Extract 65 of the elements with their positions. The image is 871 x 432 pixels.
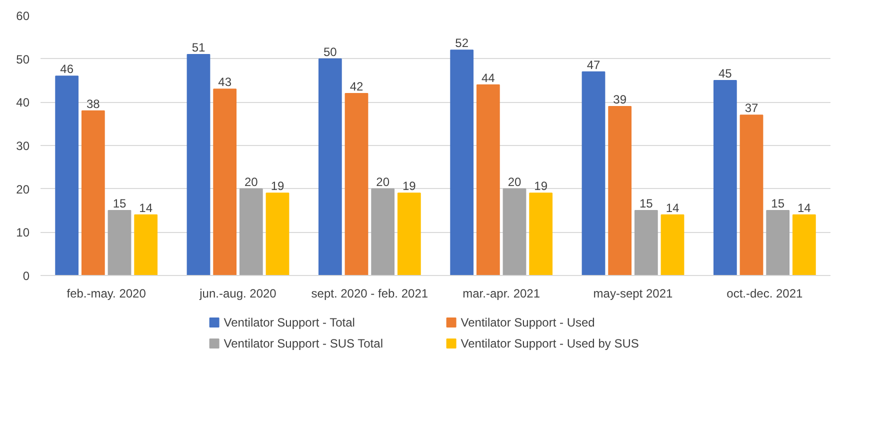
data-label: 39 — [613, 92, 627, 106]
y-tick-label: 30 — [16, 139, 30, 153]
data-label: 14 — [797, 200, 812, 215]
data-label: 19 — [270, 179, 284, 194]
x-tick-label: jun.-aug. 2020 — [198, 286, 277, 300]
data-label: 15 — [771, 196, 785, 210]
data-label: 19 — [534, 179, 548, 194]
y-tick-label: 50 — [16, 52, 30, 66]
bar — [740, 114, 764, 276]
x-tick-label: oct.-dec. 2021 — [726, 286, 804, 300]
bar — [634, 210, 658, 276]
bar — [713, 80, 737, 276]
bar — [371, 188, 395, 276]
y-tick-label: 60 — [16, 9, 30, 23]
bar — [108, 210, 132, 276]
data-label: 15 — [112, 196, 126, 210]
data-label: 38 — [86, 96, 100, 111]
x-tick-label: sept. 2020 - feb. 2021 — [311, 286, 428, 300]
data-label: 20 — [376, 174, 390, 189]
data-label: 20 — [244, 174, 258, 189]
x-tick-label: may-sept 2021 — [593, 286, 674, 300]
legend-label: Ventilator Support - SUS Total — [224, 336, 383, 350]
bar — [766, 210, 790, 276]
y-tick-label: 0 — [22, 269, 30, 283]
data-label: 45 — [718, 66, 732, 80]
bar — [186, 54, 210, 276]
data-label: 52 — [455, 36, 469, 50]
data-label: 46 — [60, 62, 74, 76]
x-tick-label: feb.-may. 2020 — [66, 286, 146, 300]
data-label: 15 — [639, 196, 654, 210]
y-tick-label: 40 — [16, 96, 30, 110]
legend-label: Ventilator Support - Total — [224, 316, 355, 330]
bar — [397, 192, 421, 276]
bar — [213, 88, 237, 276]
data-label: 20 — [508, 174, 522, 189]
data-label: 37 — [744, 101, 758, 116]
bar — [582, 71, 606, 276]
bar — [318, 58, 342, 276]
bar — [239, 188, 263, 276]
bar — [134, 214, 158, 276]
bar — [502, 188, 526, 276]
data-label: 47 — [586, 58, 600, 72]
y-tick-label: 10 — [16, 226, 30, 240]
bar — [792, 214, 816, 276]
bar — [529, 192, 553, 276]
x-tick-label: mar.-apr. 2021 — [462, 286, 540, 300]
data-label: 43 — [218, 75, 232, 90]
bar — [266, 192, 290, 276]
data-label: 50 — [323, 44, 338, 59]
bar — [450, 50, 474, 276]
bar — [344, 93, 368, 276]
data-label: 14 — [666, 200, 680, 215]
bar — [81, 110, 105, 276]
data-label: 42 — [350, 80, 364, 94]
bar — [476, 84, 500, 276]
bar — [660, 214, 684, 276]
data-label: 44 — [481, 70, 496, 85]
legend-label: Ventilator Support - Used by SUS — [460, 336, 639, 350]
data-label: 51 — [192, 40, 206, 54]
bar — [55, 76, 79, 276]
data-label: 14 — [139, 200, 153, 215]
data-label: 19 — [402, 179, 416, 194]
legend-label: Ventilator Support - Used — [460, 316, 595, 330]
y-tick-label: 20 — [16, 182, 30, 196]
bar — [608, 106, 632, 276]
